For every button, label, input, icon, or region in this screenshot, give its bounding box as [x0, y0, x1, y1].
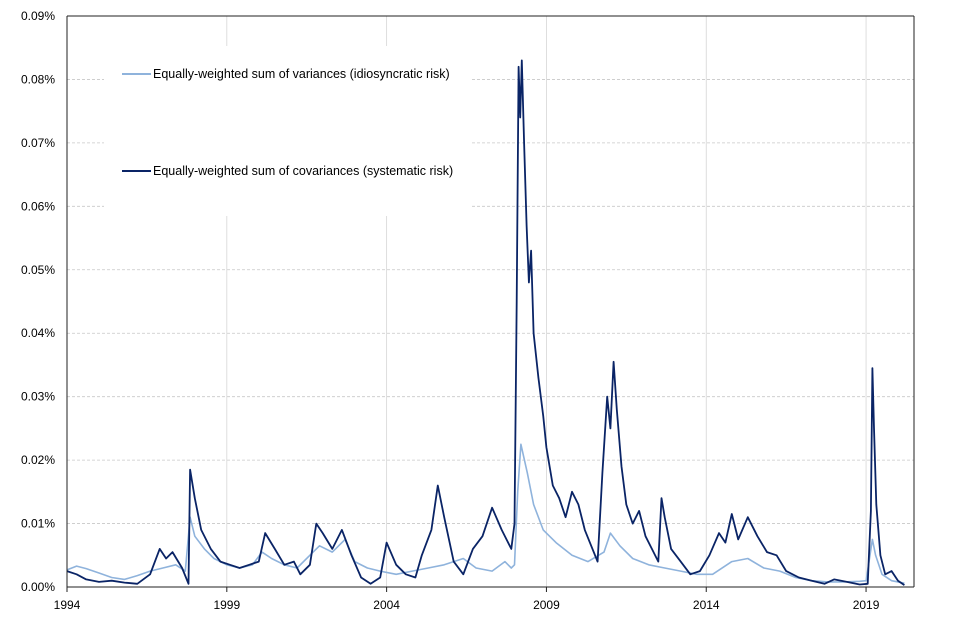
y-tick-label: 0.02%: [21, 453, 55, 467]
x-tick-label: 1994: [54, 598, 81, 612]
x-tick-label: 2009: [533, 598, 560, 612]
y-tick-label: 0.04%: [21, 326, 55, 340]
series-lines: [66, 59, 905, 586]
y-tick-label: 0.08%: [21, 72, 55, 86]
x-tick-label: 2019: [853, 598, 880, 612]
x-tick-label: 2014: [693, 598, 720, 612]
axes: [66, 15, 915, 592]
legend-background: [104, 46, 472, 216]
y-tick-label: 0.05%: [21, 263, 55, 277]
y-tick-label: 0.06%: [21, 199, 55, 213]
x-tick-label: 1999: [213, 598, 240, 612]
y-tick-label: 0.09%: [21, 9, 55, 23]
y-tick-label: 0.07%: [21, 136, 55, 150]
series-line-variances: [66, 443, 905, 584]
y-axis-tick-labels: 0.00% 0.01% 0.02% 0.03% 0.04% 0.05% 0.06% 0.07%…: [21, 9, 55, 594]
y-tick-label: 0.03%: [21, 390, 55, 404]
legend-label: Equally-weighted sum of variances (idios…: [153, 67, 450, 81]
y-tick-label: 0.01%: [21, 517, 55, 531]
series-line-covariances: [66, 59, 905, 586]
legend: Equally-weighted sum of variances (idios…: [122, 67, 453, 178]
y-tick-label: 0.00%: [21, 580, 55, 594]
x-tick-label: 2004: [373, 598, 400, 612]
x-axis-tick-labels: 1994 1999 2004 2009 2014 2019: [54, 598, 880, 612]
legend-label: Equally-weighted sum of covariances (sys…: [153, 164, 453, 178]
